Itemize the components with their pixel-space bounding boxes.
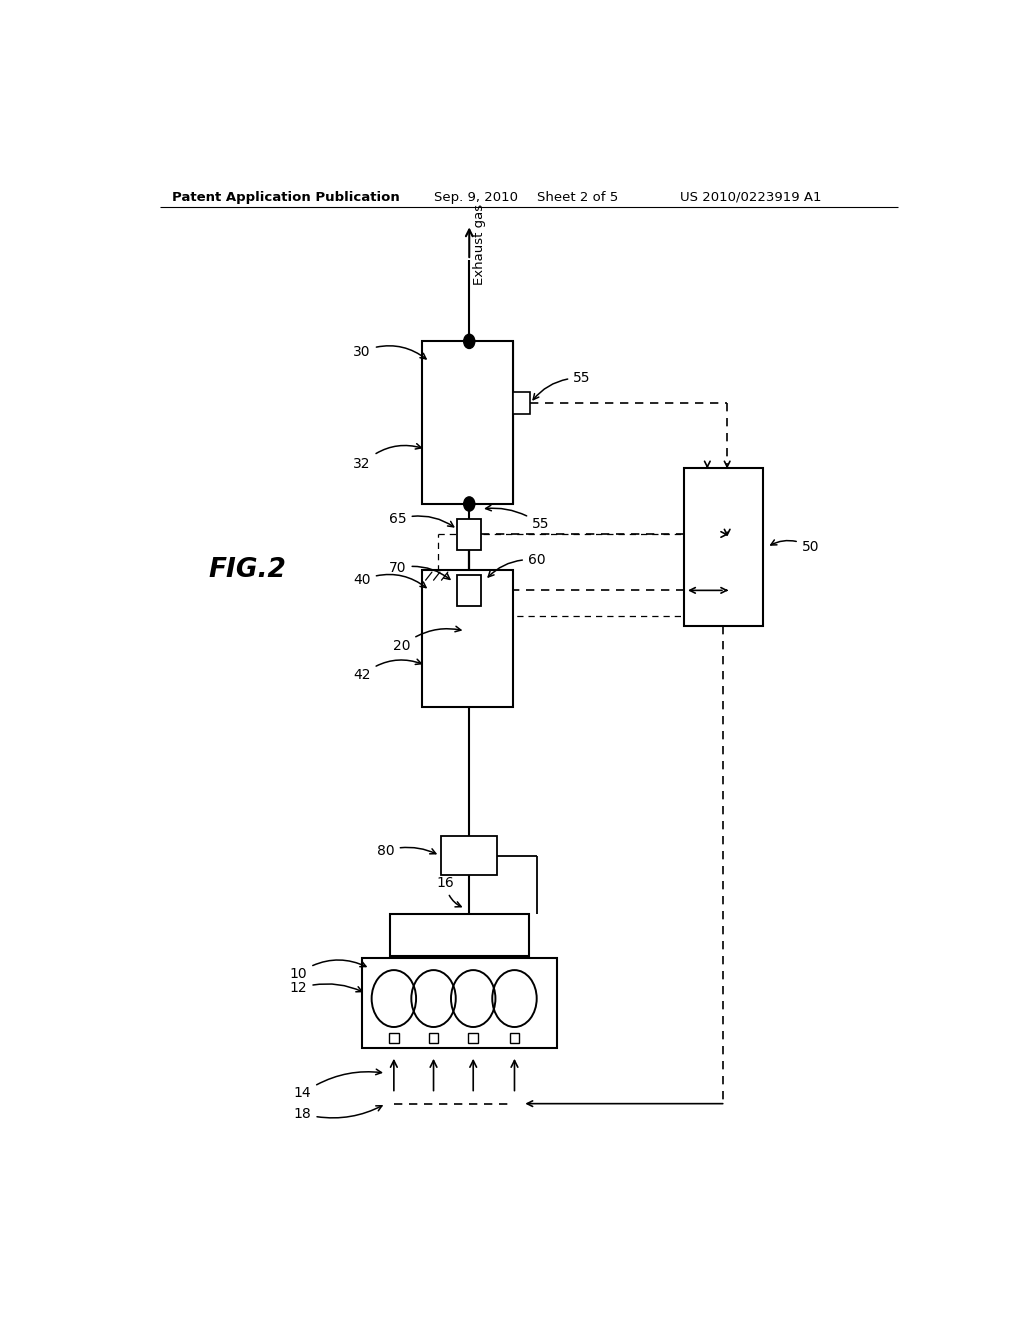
Text: Sep. 9, 2010: Sep. 9, 2010: [433, 190, 517, 203]
Bar: [441, 837, 497, 875]
Text: 14: 14: [294, 1069, 382, 1101]
Text: 80: 80: [377, 843, 436, 858]
Bar: [422, 342, 513, 504]
Text: 70: 70: [389, 561, 450, 579]
Text: 65: 65: [389, 512, 454, 527]
Text: 12: 12: [290, 981, 362, 995]
Bar: [390, 913, 528, 956]
Text: Exhaust gas: Exhaust gas: [473, 205, 486, 285]
Circle shape: [464, 496, 475, 511]
Circle shape: [464, 334, 475, 348]
Text: 60: 60: [488, 553, 546, 577]
Text: 18: 18: [294, 1106, 382, 1121]
Text: 10: 10: [290, 960, 366, 981]
Text: 16: 16: [436, 876, 461, 907]
Text: 20: 20: [393, 626, 461, 653]
Bar: [362, 958, 557, 1048]
Bar: [684, 469, 763, 626]
Text: 40: 40: [353, 573, 426, 587]
Text: 32: 32: [353, 444, 421, 471]
Bar: [468, 1034, 478, 1043]
Text: US 2010/0223919 A1: US 2010/0223919 A1: [680, 190, 821, 203]
Text: 42: 42: [353, 659, 422, 682]
Bar: [389, 1034, 398, 1043]
Text: 55: 55: [485, 506, 550, 532]
Bar: [429, 1034, 438, 1043]
Text: FIG.2: FIG.2: [208, 557, 286, 583]
Text: Patent Application Publication: Patent Application Publication: [172, 190, 399, 203]
Text: 55: 55: [534, 371, 591, 400]
Bar: [458, 519, 481, 549]
Text: Sheet 2 of 5: Sheet 2 of 5: [537, 190, 617, 203]
Bar: [458, 576, 481, 606]
Bar: [513, 392, 530, 414]
Text: 30: 30: [353, 345, 426, 359]
Text: 50: 50: [771, 540, 819, 554]
Bar: [422, 570, 513, 708]
Bar: [510, 1034, 519, 1043]
